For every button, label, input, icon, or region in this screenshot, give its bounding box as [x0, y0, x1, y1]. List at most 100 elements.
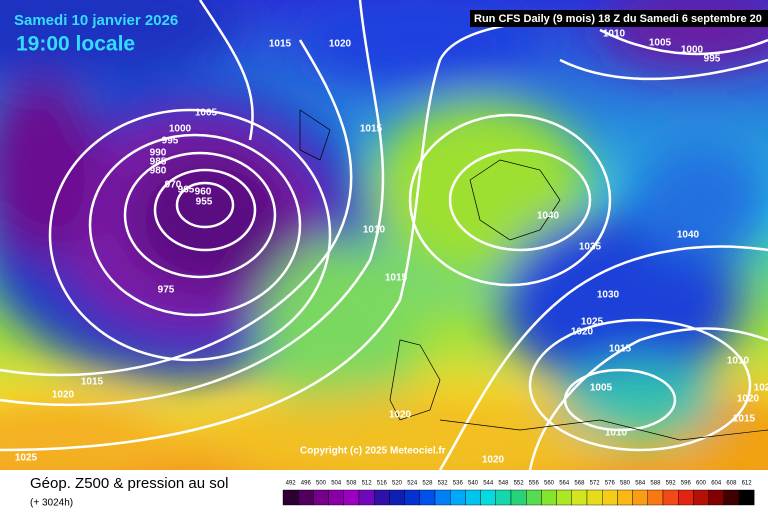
isobar-label: 1000 [169, 124, 192, 135]
isobar-label: 1020 [52, 390, 75, 401]
scale-cell [450, 489, 466, 506]
isobar-label: 1035 [579, 242, 602, 253]
isobar-label: 955 [196, 197, 213, 208]
scale-label: 540 [468, 481, 479, 487]
isobar-label: 1015 [269, 39, 292, 50]
isobar-label: 985 [150, 157, 167, 168]
scale-cell [480, 489, 497, 506]
scale-label: 512 [362, 481, 373, 487]
scale-label: 552 [514, 481, 525, 487]
isobar-label: 1005 [649, 38, 672, 49]
scale-label: 496 [301, 481, 312, 487]
scale-cell [678, 489, 694, 506]
scale-cell [723, 489, 740, 506]
isobar-label: 1025 [15, 453, 38, 464]
scale-cell [526, 489, 542, 506]
scale-label: 548 [498, 481, 509, 487]
scale-cell [282, 489, 299, 506]
isobar-label: 1015 [385, 273, 408, 284]
scale-cell [738, 489, 755, 506]
color-scale: 492 496 500 504 508 512 516 520 524 528 532 536 540 5… [282, 481, 755, 506]
isobar-labels: 1015 102010101005100099510051000995990985… [15, 29, 768, 466]
scale-cell [662, 489, 679, 506]
scale-cell [708, 489, 724, 506]
scale-cell [571, 489, 588, 506]
isobar-label: 1020 [329, 39, 352, 50]
scale-cell [434, 489, 451, 506]
scale-label: 492 [286, 481, 297, 487]
run-box [470, 10, 768, 27]
scale-label: 508 [346, 481, 357, 487]
copyright: Copyright (c) 2025 Meteociel.fr [300, 446, 446, 457]
scale-label: 596 [681, 481, 692, 487]
scale-cell [693, 489, 709, 506]
scale-cell [374, 489, 390, 506]
isobar-label: 995 [162, 136, 179, 147]
isobar-label: 1040 [537, 211, 560, 222]
scale-label: 528 [422, 481, 433, 487]
isobar-label: 1020 [389, 410, 412, 421]
isobar-label: 1005 [590, 383, 613, 394]
isobar-label: 1015 [733, 414, 756, 425]
scale-label: 592 [666, 481, 677, 487]
isobar-label: 1040 [677, 230, 700, 241]
scale-cell [602, 489, 618, 506]
isobar-label: 1020 [571, 327, 594, 338]
scale-label: 588 [650, 481, 661, 487]
scale-cell [313, 489, 329, 506]
scale-cell [298, 489, 314, 506]
isobar-label: 965 [178, 185, 195, 196]
coastlines [299, 109, 768, 441]
isobar-label: 995 [704, 54, 721, 65]
scale-label: 572 [590, 481, 601, 487]
scale-label: 576 [605, 481, 616, 487]
footer-subtitle: (+ 3024h) [30, 498, 73, 509]
scale-label: 524 [407, 481, 418, 487]
isobar-label: 1010 [605, 428, 628, 439]
scale-label: 600 [696, 481, 707, 487]
scale-cell [510, 489, 527, 506]
scale-label: 504 [331, 481, 342, 487]
isobar-label: 102 [754, 383, 768, 394]
scale-label: 612 [742, 481, 753, 487]
isobar-label: 1010 [603, 29, 626, 40]
isobar-label: 1025 [581, 317, 604, 328]
isobar-label: 970 [165, 180, 182, 191]
time: 19:00 locale [16, 33, 135, 56]
isobar-label: 1015 [360, 124, 383, 135]
run-info: Run CFS Daily (9 mois) 18 Z du Samedi 6 … [474, 13, 762, 25]
scale-cell [419, 489, 436, 506]
isobar-label: 1020 [737, 394, 760, 405]
scale-cell [586, 489, 603, 506]
scale-label: 544 [483, 481, 494, 487]
scale-label: 604 [711, 481, 722, 487]
scale-label: 500 [316, 481, 327, 487]
scale-cell [556, 489, 572, 506]
isobar-label: 1015 [609, 344, 632, 355]
scale-cell [617, 489, 633, 506]
isobar-label: 980 [150, 166, 167, 177]
isobar-label: 1005 [195, 108, 218, 119]
isobar-label: 1020 [482, 455, 505, 466]
isobar-label: 1030 [597, 290, 620, 301]
scale-cell [328, 489, 345, 506]
scale-cell [343, 489, 360, 506]
scale-cell [465, 489, 481, 506]
scale-label: 536 [453, 481, 464, 487]
scale-label: 516 [377, 481, 388, 487]
scale-cell [647, 489, 664, 506]
footer-title: Géop. Z500 & pression au sol [30, 475, 228, 492]
scale-label: 560 [544, 481, 555, 487]
scale-label: 584 [635, 481, 646, 487]
scale-cell [495, 489, 512, 506]
scale-cell [389, 489, 405, 506]
scale-cell [632, 489, 648, 506]
scale-label: 520 [392, 481, 403, 487]
isobar-label: 1010 [363, 225, 386, 236]
scale-label: 568 [574, 481, 585, 487]
isobar-label: 1000 [681, 45, 704, 56]
scale-label: 532 [438, 481, 449, 487]
isobars [0, 0, 768, 470]
isobar-label: 960 [195, 187, 212, 198]
